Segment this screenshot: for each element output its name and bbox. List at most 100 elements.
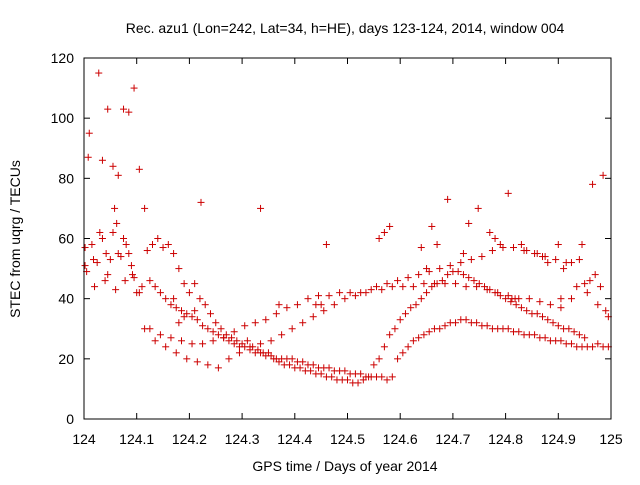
data-point [544, 259, 552, 267]
data-point [109, 228, 117, 236]
data-point [351, 292, 359, 300]
data-point [496, 241, 504, 249]
data-point [167, 301, 175, 309]
data-point [517, 241, 525, 249]
data-point [388, 283, 396, 291]
data-point [399, 349, 407, 357]
data-point [257, 340, 265, 348]
data-point [233, 337, 241, 345]
data-point [121, 277, 129, 285]
x-tick-label: 124 [72, 431, 96, 447]
data-point [130, 84, 138, 92]
data-point [246, 343, 254, 351]
data-point [128, 271, 136, 279]
data-point [309, 361, 317, 369]
data-point [330, 301, 338, 309]
data-point [409, 283, 417, 291]
data-point [423, 265, 431, 273]
data-point [286, 361, 294, 369]
data-point [88, 241, 96, 249]
x-tick-label: 124.6 [383, 431, 418, 447]
data-point [444, 271, 452, 279]
data-point [288, 355, 296, 363]
data-point [507, 298, 515, 306]
data-point [557, 304, 565, 312]
data-point [220, 334, 228, 342]
data-point [465, 219, 473, 227]
data-point [98, 235, 106, 242]
data-point [317, 370, 325, 378]
data-point [567, 340, 575, 348]
data-point [394, 277, 402, 285]
data-point [96, 228, 104, 236]
data-point [546, 301, 554, 309]
data-point [197, 198, 205, 206]
data-point [120, 105, 128, 113]
data-point [375, 355, 383, 363]
data-point [404, 343, 412, 351]
y-tick-label: 40 [58, 291, 74, 307]
data-point [459, 271, 467, 279]
data-point [299, 358, 307, 366]
data-point [383, 280, 391, 288]
data-point [578, 241, 586, 249]
data-point [278, 331, 286, 339]
data-point [583, 289, 591, 297]
data-point [101, 277, 109, 285]
data-point [533, 310, 541, 318]
data-point [235, 349, 243, 357]
data-point [125, 108, 133, 116]
data-point [533, 250, 541, 258]
data-point [112, 286, 120, 294]
data-point [538, 253, 546, 261]
data-point [474, 204, 482, 212]
data-point [199, 340, 207, 348]
data-point [325, 364, 333, 372]
x-tick-label: 124.8 [488, 431, 523, 447]
data-point [85, 129, 93, 137]
data-point [156, 331, 164, 339]
data-point [125, 250, 133, 258]
data-point [504, 325, 512, 333]
data-point [296, 364, 304, 372]
data-point [557, 337, 565, 345]
data-point [357, 289, 365, 297]
data-point [315, 292, 323, 300]
y-tick-label: 120 [51, 50, 75, 66]
data-point [488, 247, 496, 255]
data-point [106, 256, 114, 264]
y-tick-label: 60 [58, 231, 74, 247]
data-point [428, 222, 436, 230]
data-point [262, 316, 270, 324]
data-point [177, 337, 185, 345]
data-point [135, 289, 143, 297]
data-point [193, 316, 201, 324]
data-point [380, 343, 388, 351]
data-point [483, 322, 491, 330]
x-axis-label: GPS time / Days of year 2014 [252, 458, 437, 474]
data-point [328, 373, 336, 381]
data-point [146, 325, 154, 333]
data-point [511, 295, 519, 303]
data-point [322, 241, 330, 249]
x-tick-label: 124.2 [172, 431, 207, 447]
x-tick-label: 124.9 [541, 431, 576, 447]
data-point [341, 367, 349, 375]
data-point [81, 262, 89, 270]
data-point [491, 235, 499, 242]
data-point [209, 337, 217, 345]
data-point [304, 295, 312, 303]
data-point [104, 271, 112, 279]
data-point [581, 280, 589, 288]
data-point [180, 280, 188, 288]
data-point [98, 156, 106, 164]
data-point [167, 334, 175, 342]
x-tick-label: 125 [599, 431, 623, 447]
data-point [602, 307, 610, 315]
data-point [154, 235, 162, 242]
data-point [420, 331, 428, 339]
data-point [206, 310, 214, 318]
data-point [412, 301, 420, 309]
data-point [367, 286, 375, 294]
